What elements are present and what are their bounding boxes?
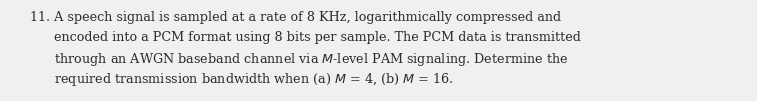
Text: encoded into a PCM format using 8 bits per sample. The PCM data is transmitted: encoded into a PCM format using 8 bits p… bbox=[30, 31, 581, 44]
Text: required transmission bandwidth when (a) $\mathit{M}$ = 4, (b) $\mathit{M}$ = 16: required transmission bandwidth when (a)… bbox=[30, 71, 453, 88]
Text: through an AWGN baseband channel via $\mathit{M}$-level PAM signaling. Determine: through an AWGN baseband channel via $\m… bbox=[30, 51, 569, 68]
Text: 11. A speech signal is sampled at a rate of 8 KHz, logarithmically compressed an: 11. A speech signal is sampled at a rate… bbox=[30, 11, 562, 24]
